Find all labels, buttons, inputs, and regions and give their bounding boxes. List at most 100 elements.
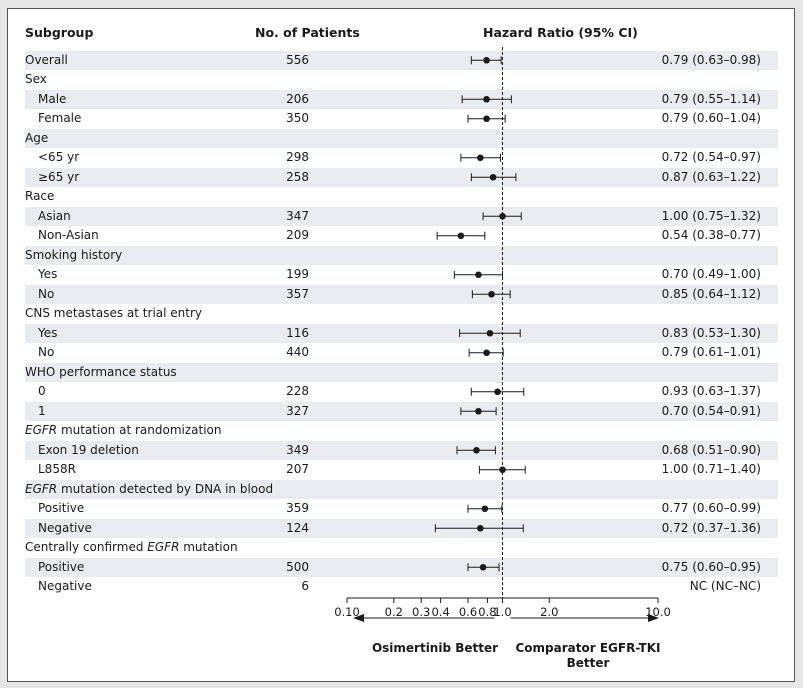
hazard-ratio-text: 0.83 (0.53–1.30) (661, 325, 761, 340)
row-band (25, 167, 778, 187)
patient-count: 349 (286, 442, 309, 457)
table-row: ≥65 yr 258 0.87 (0.63–1.22) (8, 168, 794, 188)
patient-count: 357 (286, 286, 309, 301)
subgroup-label: Yes (38, 326, 57, 340)
hazard-ratio-text: 0.75 (0.60–0.95) (661, 559, 761, 574)
hazard-ratio-text: 0.72 (0.54–0.97) (661, 150, 761, 164)
label-text: Negative (38, 520, 92, 535)
table-row: <65 yr 298 0.72 (0.54–0.97) (8, 148, 794, 168)
table-row: 1 327 0.70 (0.54–0.91) (8, 402, 794, 422)
hazard-ratio-text: 1.00 (0.75–1.32) (661, 208, 761, 223)
label-text: 0 (38, 384, 46, 398)
x-tick-label: 0.3 (412, 605, 430, 619)
row-band (25, 206, 778, 226)
table-row: Female 350 0.79 (0.60–1.04) (8, 109, 794, 129)
subgroup-label: Exon 19 deletion (38, 443, 139, 457)
category-label: Race (25, 189, 54, 203)
category-label: Smoking history (25, 248, 122, 262)
hazard-ratio-text: 0.70 (0.54–0.91) (661, 403, 761, 418)
patient-count: 500 (286, 559, 309, 574)
hazard-ratio-text: 0.79 (0.60–1.04) (661, 111, 761, 125)
row-band (25, 323, 778, 343)
patient-count: 116 (286, 325, 309, 340)
category-label: EGFR mutation at randomization (25, 423, 221, 437)
patient-count: 298 (286, 150, 309, 164)
point-estimate (483, 115, 490, 123)
x-tick-label: 2.0 (540, 605, 558, 619)
point-estimate (489, 173, 497, 181)
hazard-ratio-text: 0.70 (0.49–1.00) (661, 267, 761, 281)
point-estimate (483, 349, 490, 357)
forest-plot-panel: Subgroup No. of Patients Hazard Ratio (9… (7, 8, 795, 682)
table-row: Smoking history (8, 246, 794, 266)
hazard-ratio-text: 0.72 (0.37–1.36) (661, 520, 761, 535)
patient-count: 440 (286, 345, 309, 359)
label-text: Asian (38, 208, 71, 223)
subgroup-label: Non-Asian (38, 228, 99, 242)
label-text: 1 (38, 403, 46, 418)
subgroup-label: Positive (38, 501, 84, 515)
hazard-ratio-text: 0.79 (0.55–1.14) (661, 91, 761, 106)
right-favors-label: Comparator EGFR-TKI Better (515, 641, 661, 670)
patient-count: 228 (286, 384, 309, 398)
x-tick-label: 0.2 (385, 605, 403, 619)
point-estimate (499, 466, 506, 474)
patient-count: 556 (286, 52, 309, 67)
point-estimate (473, 446, 480, 454)
row-band (25, 284, 778, 304)
patient-count: 350 (286, 111, 309, 125)
x-tick-label: 0.4 (431, 605, 449, 619)
category-label: WHO performance status (25, 365, 177, 379)
table-row: Negative 124 0.72 (0.37–1.36) (8, 519, 794, 539)
table-row: 0 228 0.93 (0.63–1.37) (8, 382, 794, 402)
hazard-ratio-text: 0.79 (0.61–1.01) (661, 345, 761, 359)
label-text: No (38, 286, 55, 301)
subgroup-label: 1 (38, 404, 46, 418)
table-row: Sex (8, 70, 794, 90)
label-text: Yes (38, 325, 58, 340)
category-label: CNS metastases at trial entry (25, 306, 202, 320)
subgroup-label: Negative (38, 521, 92, 535)
patient-count: 6 (301, 579, 309, 593)
label-tail: mutation (179, 540, 238, 554)
table-row: L858R 207 1.00 (0.71–1.40) (8, 460, 794, 480)
point-estimate (494, 388, 501, 396)
label-text: Positive (38, 559, 85, 574)
point-estimate (486, 329, 494, 337)
point-estimate (499, 212, 506, 220)
label-text: Male (38, 91, 67, 106)
label-text: ≥65 yr (38, 169, 80, 184)
label-text: L858R (38, 462, 76, 476)
subgroup-label: Asian (38, 209, 71, 223)
right-arrow-head (648, 614, 659, 622)
point-estimate (475, 271, 482, 279)
label-text: No (38, 345, 55, 359)
point-estimate (479, 563, 487, 571)
subgroup-label: Negative (38, 579, 92, 593)
label-text: Centrally confirmed (25, 540, 148, 554)
table-row: Non-Asian 209 0.54 (0.38–0.77) (8, 226, 794, 246)
label-text: mutation detected by DNA in blood (57, 481, 274, 496)
table-row: Exon 19 deletion 349 0.68 (0.51–0.90) (8, 441, 794, 461)
label-text: CNS metastases at trial entry (25, 306, 203, 320)
patient-count: 327 (286, 403, 309, 418)
row-band (25, 518, 778, 538)
subgroup-label: No (38, 345, 54, 359)
category-label: Sex (25, 72, 47, 86)
subgroup-label: 0 (38, 384, 46, 398)
table-row: EGFR mutation detected by DNA in blood (8, 480, 794, 500)
label-text: Positive (38, 501, 85, 515)
hazard-ratio-text: 1.00 (0.71–1.40) (661, 462, 761, 476)
table-row: Centrally confirmed EGFR mutation (8, 538, 794, 558)
label-text: Race (25, 189, 55, 203)
subgroup-label: Yes (38, 267, 57, 281)
point-estimate (477, 524, 484, 532)
hazard-ratio-text: 0.77 (0.60–0.99) (661, 501, 761, 515)
row-band (25, 440, 778, 460)
subgroup-label: Male (38, 92, 66, 106)
table-row: Male 206 0.79 (0.55–1.14) (8, 90, 794, 110)
table-row: CNS metastases at trial entry (8, 304, 794, 324)
point-estimate (483, 95, 490, 103)
label-text: Overall (25, 52, 68, 67)
